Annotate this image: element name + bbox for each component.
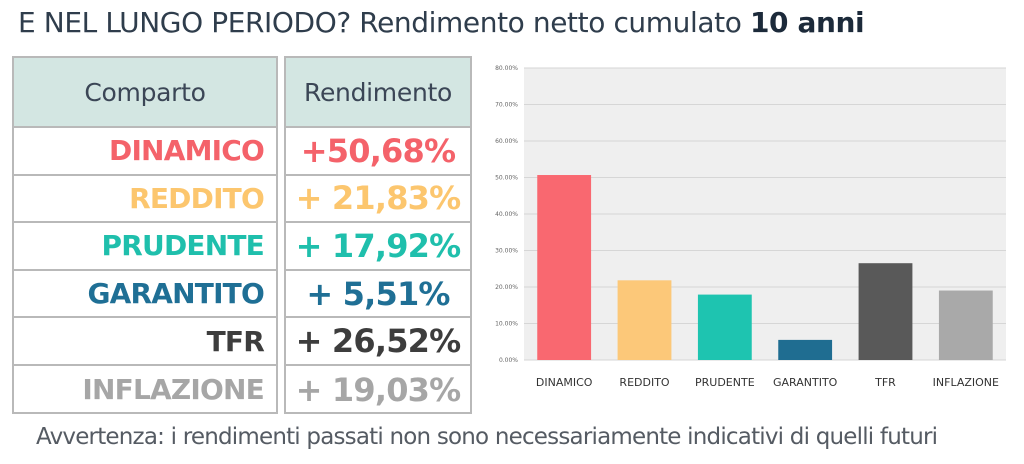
x-tick-label: DINAMICO [536, 376, 593, 389]
bar-dinamico [537, 175, 592, 360]
bar-inflazione [938, 290, 993, 360]
bar-prudente [697, 294, 752, 360]
comparto-column: Comparto DINAMICO REDDITO PRUDENTE GARAN… [12, 56, 278, 414]
x-tick-label: PRUDENTE [695, 376, 755, 389]
y-tick-label: 10.00% [495, 321, 518, 328]
comparto-cell: REDDITO [14, 176, 276, 224]
y-tick-label: 0.00% [499, 357, 518, 364]
rendimento-header: Rendimento [286, 58, 470, 128]
x-tick-label: TFR [874, 376, 896, 389]
rendimento-column: Rendimento +50,68% + 21,83% + 17,92% + 5… [284, 56, 472, 414]
title-main: E NEL LUNGO PERIODO? Rendimento netto cu… [18, 6, 742, 39]
rendimento-cell: + 5,51% [286, 271, 470, 319]
rendimento-cell: + 21,83% [286, 176, 470, 224]
y-tick-label: 60.00% [495, 138, 518, 145]
comparto-cell: DINAMICO [14, 128, 276, 176]
bar-garantito [778, 339, 833, 360]
comparto-cell: INFLAZIONE [82, 373, 264, 407]
x-tick-label: INFLAZIONE [933, 376, 999, 389]
title-emphasis: 10 anni [749, 6, 865, 39]
y-tick-label: 80.00% [495, 65, 518, 72]
comparto-cell: GARANTITO [14, 271, 276, 319]
bar-tfr [858, 263, 913, 360]
comparto-cell: PRUDENTE [14, 223, 276, 271]
x-tick-label: REDDITO [619, 376, 669, 389]
bar-chart-svg: 0.00% 10.00% 20.00% 30.00% 40.00% 50.00% 60.00… [495, 65, 1006, 389]
y-tick-label: 20.00% [495, 284, 518, 291]
comparto-header: Comparto [14, 58, 276, 128]
y-tick-label: 70.00% [495, 102, 518, 109]
bar-reddito [617, 280, 672, 360]
y-tick-label: 30.00% [495, 248, 518, 255]
rendimento-cell: +50,68% [286, 128, 470, 176]
comparto-cell: TFR [14, 318, 276, 366]
x-tick-label: GARANTITO [773, 376, 838, 389]
page-title: E NEL LUNGO PERIODO? Rendimento netto cu… [18, 6, 865, 39]
rendimento-cell: + 17,92% [286, 223, 470, 271]
rendimento-cell: + 26,52% [286, 318, 470, 366]
rendimento-cell: + 19,03% [295, 370, 462, 409]
disclaimer-text: Avvertenza: i rendimenti passati non son… [36, 424, 938, 450]
y-tick-label: 40.00% [495, 211, 518, 218]
y-tick-label: 50.00% [495, 175, 518, 182]
bar-chart: 0.00% 10.00% 20.00% 30.00% 40.00% 50.00% 60.00… [488, 58, 1014, 400]
